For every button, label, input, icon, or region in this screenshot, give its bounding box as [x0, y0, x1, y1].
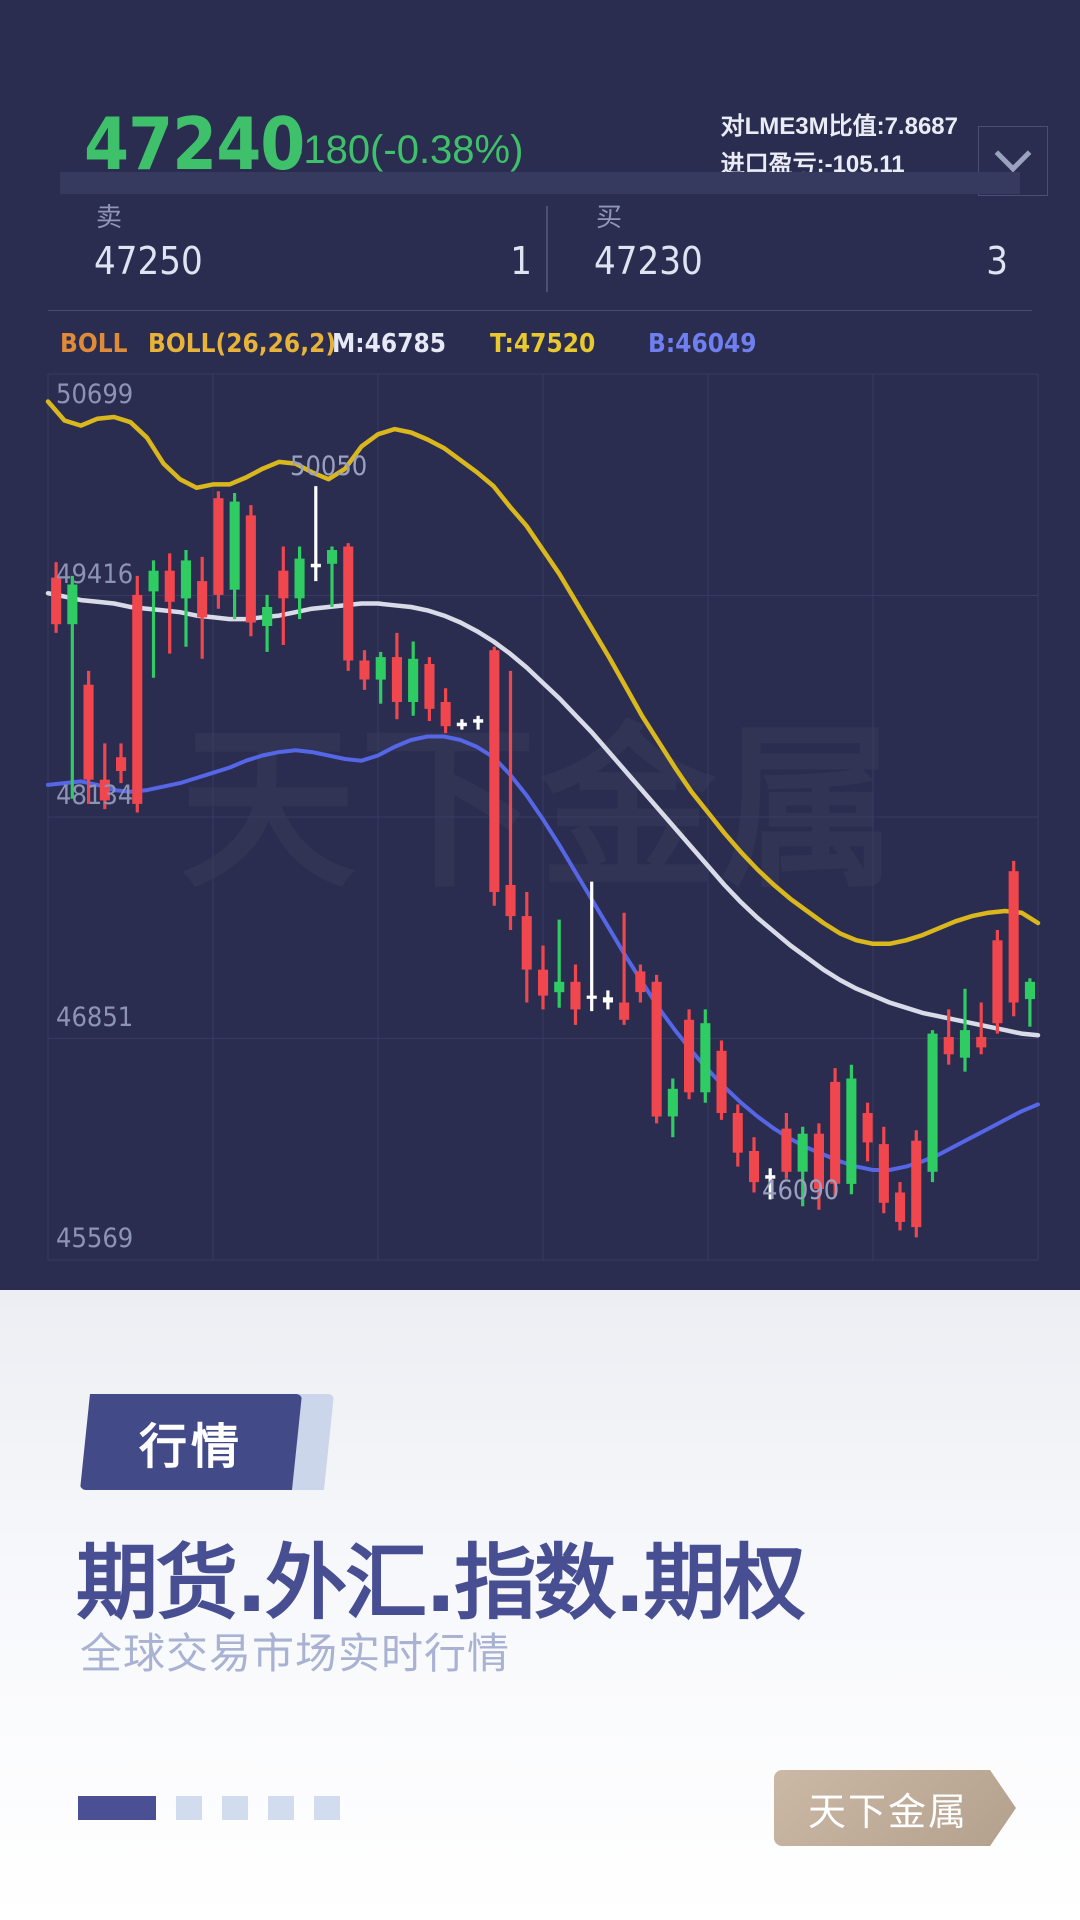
- lme-ratio: 对LME3M比值:7.8687: [720, 113, 958, 140]
- candlestick-chart[interactable]: 天下金属 50699 49416 48134 46851 45569 50050…: [0, 366, 1080, 1290]
- section-divider: [48, 310, 1032, 311]
- pagination-dot[interactable]: [314, 1796, 340, 1820]
- price-range-bar: [60, 172, 1020, 194]
- indicator-name[interactable]: BOLL: [60, 329, 128, 359]
- indicator-mid: M:46785: [332, 329, 447, 359]
- y-axis-tick-4: 45569: [56, 1223, 134, 1254]
- pagination-dot[interactable]: [268, 1796, 294, 1820]
- sell-volume: 1: [510, 239, 532, 283]
- chart-low-annotation: 46090: [762, 1175, 840, 1207]
- y-axis-tick-1: 49416: [56, 558, 134, 590]
- quote-dropdown-button[interactable]: [978, 126, 1048, 196]
- sell-price: 47250: [94, 239, 203, 283]
- indicator-bottom: B:46049: [648, 329, 757, 359]
- buy-label: 买: [596, 202, 623, 232]
- y-axis-tick-0: 50699: [56, 379, 134, 410]
- pagination-dot[interactable]: [78, 1796, 156, 1820]
- promo-title: 期货.外汇.指数.期权: [76, 1536, 805, 1631]
- chevron-down-icon: [994, 135, 1032, 173]
- chart-high-annotation: 50050: [290, 451, 368, 483]
- order-book-buy[interactable]: 买 47230 3: [560, 200, 1050, 300]
- promo-tag: 行情: [80, 1394, 340, 1490]
- y-axis-tick-2: 48134: [56, 780, 134, 811]
- sell-label: 卖: [96, 202, 123, 232]
- indicator-legend[interactable]: BOLL BOLL(26,26,2) M:46785 T:47520 B:460…: [0, 322, 1080, 366]
- last-price: 47240: [84, 102, 305, 186]
- pagination-dot[interactable]: [176, 1796, 202, 1820]
- brand-badge: 天下金属: [774, 1770, 1016, 1846]
- quote-meta: 对LME3M比值:7.8687 进口盈亏:-105.11: [721, 108, 958, 184]
- y-axis-tick-3: 46851: [56, 1001, 134, 1033]
- quote-header: 47240 -180(-0.38%) 对LME3M比值:7.8687 进口盈亏:…: [0, 48, 1080, 196]
- carousel-pagination[interactable]: [78, 1796, 340, 1820]
- book-divider: [546, 206, 548, 292]
- quote-panel: 47240 -180(-0.38%) 对LME3M比值:7.8687 进口盈亏:…: [0, 0, 1080, 1290]
- pagination-dot[interactable]: [222, 1796, 248, 1820]
- brand-label: 天下金属: [807, 1789, 968, 1834]
- chart-canvas[interactable]: [0, 366, 1080, 1290]
- promo-tag-body: 行情: [80, 1394, 302, 1490]
- price-change: -180(-0.38%): [290, 128, 524, 172]
- buy-volume: 3: [986, 239, 1008, 283]
- promo-tag-label: 行情: [138, 1419, 243, 1475]
- order-book: 卖 47250 1 买 47230 3: [0, 200, 1080, 300]
- buy-price: 47230: [594, 239, 703, 283]
- promo-subtitle: 全球交易市场实时行情: [80, 1629, 511, 1678]
- order-book-sell[interactable]: 卖 47250 1: [60, 200, 550, 300]
- indicator-params: BOLL(26,26,2): [148, 329, 337, 359]
- indicator-top: T:47520: [490, 329, 596, 359]
